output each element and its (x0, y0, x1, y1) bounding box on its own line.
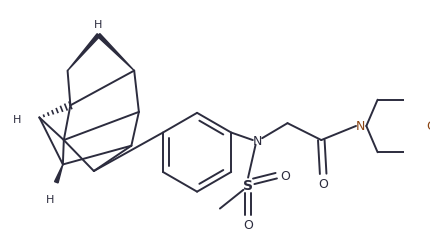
Text: H: H (46, 194, 54, 204)
Polygon shape (68, 35, 100, 71)
Polygon shape (55, 165, 63, 183)
Text: N: N (253, 134, 262, 147)
Text: O: O (243, 218, 253, 231)
Text: N: N (356, 120, 366, 133)
Text: H: H (13, 115, 21, 125)
Text: O: O (426, 120, 430, 133)
Text: H: H (94, 20, 103, 29)
Polygon shape (97, 35, 134, 71)
Text: O: O (318, 177, 328, 190)
Text: O: O (281, 170, 291, 182)
Text: S: S (243, 178, 253, 192)
